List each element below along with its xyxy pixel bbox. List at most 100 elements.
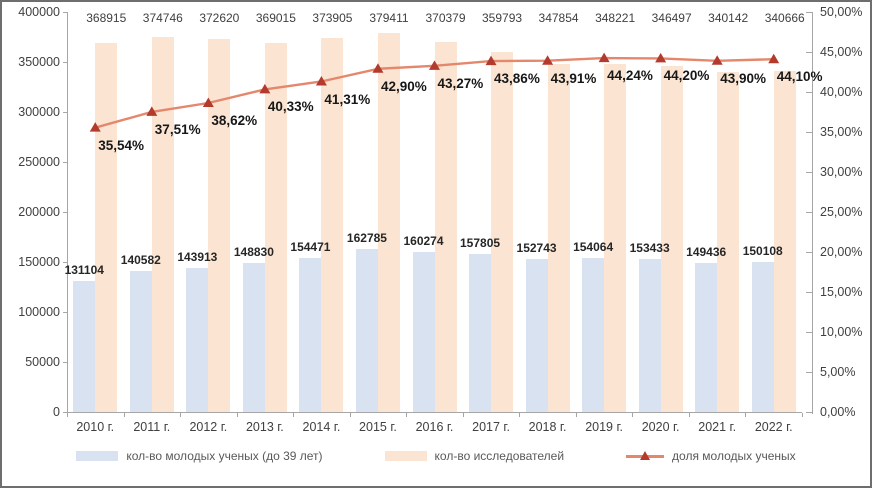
x-axis-tick (802, 413, 803, 417)
y-axis-tick-label-left: 100000 (18, 305, 60, 319)
share-value-label: 43,27% (437, 75, 484, 91)
bar-researchers (95, 43, 118, 412)
bar-young-scientists (299, 257, 322, 412)
y-axis-tick-label-left: 150000 (18, 255, 60, 269)
bar-young-scientists (129, 271, 152, 412)
bar-young-scientists (469, 254, 492, 412)
x-axis-category-label: 2013 г. (245, 420, 284, 434)
y-axis-tick-label-left: 300000 (18, 105, 60, 119)
bar-value-label-researchers: 359793 (482, 11, 523, 25)
bar-value-label-young: 160274 (403, 233, 444, 248)
bar-researchers (264, 42, 287, 412)
x-axis-category-label: 2019 г. (585, 420, 623, 434)
x-axis-tick (519, 413, 521, 417)
x-axis-tick (632, 413, 634, 417)
y-axis-tick-left (63, 262, 67, 263)
x-axis-category-label: 2020 г. (641, 420, 680, 434)
x-axis-tick (293, 413, 295, 417)
y-axis-tick-label-right: 20,00% (820, 245, 863, 259)
legend-item-share: доля молодых ученых (626, 449, 796, 463)
bar-value-label-researchers: 347854 (538, 11, 579, 25)
y-axis-tick-left (63, 12, 67, 13)
legend-swatch-icon (76, 451, 119, 461)
y-axis-tick-label-left: 200000 (18, 205, 60, 219)
bar-value-label-young: 154471 (290, 239, 331, 254)
bar-value-label-young: 131104 (64, 262, 104, 277)
x-axis-tick (688, 413, 690, 417)
x-axis-category-label: 2016 г. (415, 420, 454, 434)
bar-researchers (491, 52, 514, 412)
x-axis-category-label: 2011 г. (133, 420, 171, 434)
share-value-label: 44,20% (663, 68, 710, 84)
bar-young-scientists (242, 263, 265, 412)
bar-young-scientists (751, 261, 774, 412)
y-axis-tick-label-right: 5,00% (820, 365, 856, 379)
x-axis-category-label: 2017 г. (472, 420, 510, 434)
chart-legend: кол-во молодых ученых (до 39 лет) кол-во … (2, 449, 870, 463)
bar-researchers (660, 65, 683, 412)
legend-triangle-icon (640, 451, 651, 460)
share-value-label: 43,86% (494, 71, 540, 87)
y-axis-tick-label-right: 25,00% (820, 205, 863, 219)
bar-young-scientists (638, 258, 661, 412)
bar-value-label-young: 140582 (120, 253, 161, 268)
y-axis-tick-right (806, 292, 812, 293)
x-axis-category-label: 2022 г. (754, 420, 793, 434)
x-axis-tick (406, 413, 408, 417)
bar-value-label-young: 153433 (629, 240, 670, 255)
y-axis-tick-label-left: 250000 (18, 155, 60, 169)
bar-value-label-young: 150108 (742, 243, 783, 258)
line-marker-triangle (598, 52, 610, 63)
x-axis-category-label: 2021 г. (698, 420, 737, 434)
x-axis-category-label: 2012 г. (189, 420, 228, 434)
bar-value-label-young: 148830 (233, 245, 274, 260)
y-axis-tick-left (63, 362, 67, 363)
y-axis-tick-right (806, 92, 812, 93)
share-value-label: 44,10% (776, 69, 823, 85)
share-value-label: 43,90% (720, 70, 766, 86)
bar-value-label-young: 149436 (686, 244, 727, 259)
bar-value-label-researchers: 340142 (708, 11, 749, 25)
bar-value-label-researchers: 340666 (764, 11, 805, 25)
y-axis-tick-right (806, 132, 812, 133)
y-axis-tick-label-right: 0,00% (820, 405, 856, 419)
bar-researchers (321, 38, 344, 412)
y-axis-tick-left (63, 162, 67, 163)
x-axis-tick (462, 413, 464, 417)
y-axis-tick-right (806, 52, 812, 53)
bar-young-scientists (186, 268, 209, 412)
share-value-label: 37,51% (154, 121, 201, 137)
bar-value-label-young: 152743 (516, 241, 557, 256)
bar-young-scientists (695, 262, 718, 412)
legend-label: доля молодых ученых (672, 449, 796, 463)
share-value-label: 38,62% (211, 113, 258, 129)
x-axis-category-label: 2015 г. (359, 420, 397, 434)
y-axis-tick-label-right: 45,00% (820, 45, 863, 59)
y-axis-tick-label-left: 350000 (18, 55, 60, 69)
line-marker-triangle (711, 55, 723, 65)
y-axis-tick-right (806, 12, 812, 13)
y-axis-tick-label-right: 10,00% (820, 325, 863, 339)
x-axis-category-label: 2018 г. (528, 420, 567, 434)
y-axis-tick-right (806, 212, 812, 213)
y-axis-tick-right (806, 372, 812, 373)
y-axis-tick-left (63, 62, 67, 63)
y-axis-tick-label-left: 400000 (18, 5, 60, 19)
share-value-label: 35,54% (98, 137, 145, 153)
bar-young-scientists (73, 280, 96, 412)
x-axis-tick (67, 413, 68, 417)
bar-researchers (151, 37, 174, 412)
bar-researchers (717, 71, 740, 412)
y-axis-line-right (812, 12, 813, 414)
legend-label: кол-во молодых ученых (до 39 лет) (126, 449, 323, 463)
y-axis-tick-label-right: 35,00% (820, 125, 863, 139)
legend-item-researchers: кол-во исследователей (384, 449, 565, 463)
line-marker-triangle (768, 53, 780, 64)
bar-value-label-researchers: 368915 (86, 11, 127, 25)
bar-value-label-young: 143913 (177, 250, 218, 265)
legend-label: кол-во исследователей (434, 449, 565, 463)
legend-item-young: кол-во молодых ученых (до 39 лет) (76, 449, 323, 463)
x-axis-line (67, 412, 802, 413)
